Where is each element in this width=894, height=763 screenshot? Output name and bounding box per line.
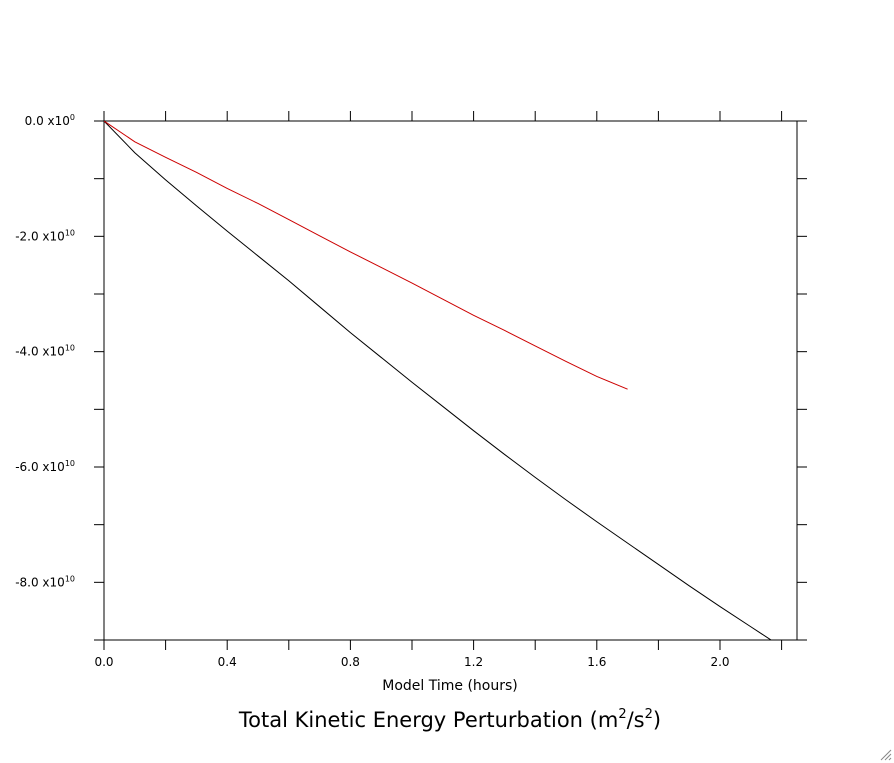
y-tick-label: -6.0 x1010 (15, 459, 75, 474)
x-axis-label: Model Time (hours) (382, 678, 517, 694)
resize-grip-icon[interactable] (880, 749, 892, 761)
tick-labels: 0.0 0.4 0.8 1.2 1.6 2.0 0.0 x100 -2.0 x1010 -4.0… (15, 113, 729, 669)
chart-title: Total Kinetic Energy Perturbation (m2/s2… (238, 707, 661, 732)
x-tick-label: 1.2 (464, 655, 483, 669)
x-tick-label: 0.4 (218, 655, 237, 669)
plot-frame (103, 120, 798, 641)
y-tick-label: -8.0 x1010 (15, 574, 75, 589)
series-line-2 (104, 121, 628, 390)
x-tick-label: 2.0 (710, 655, 729, 669)
x-tick-label: 1.6 (587, 655, 606, 669)
x-tick-label: 0.8 (341, 655, 360, 669)
series-line-1 (104, 121, 772, 640)
y-tick-label: -4.0 x1010 (15, 344, 75, 359)
series-lines (104, 121, 772, 640)
y-tick-label: -2.0 x1010 (15, 228, 75, 243)
y-tick-label: 0.0 x100 (25, 113, 75, 128)
x-tick-label: 0.0 (94, 655, 113, 669)
axes (94, 111, 807, 650)
